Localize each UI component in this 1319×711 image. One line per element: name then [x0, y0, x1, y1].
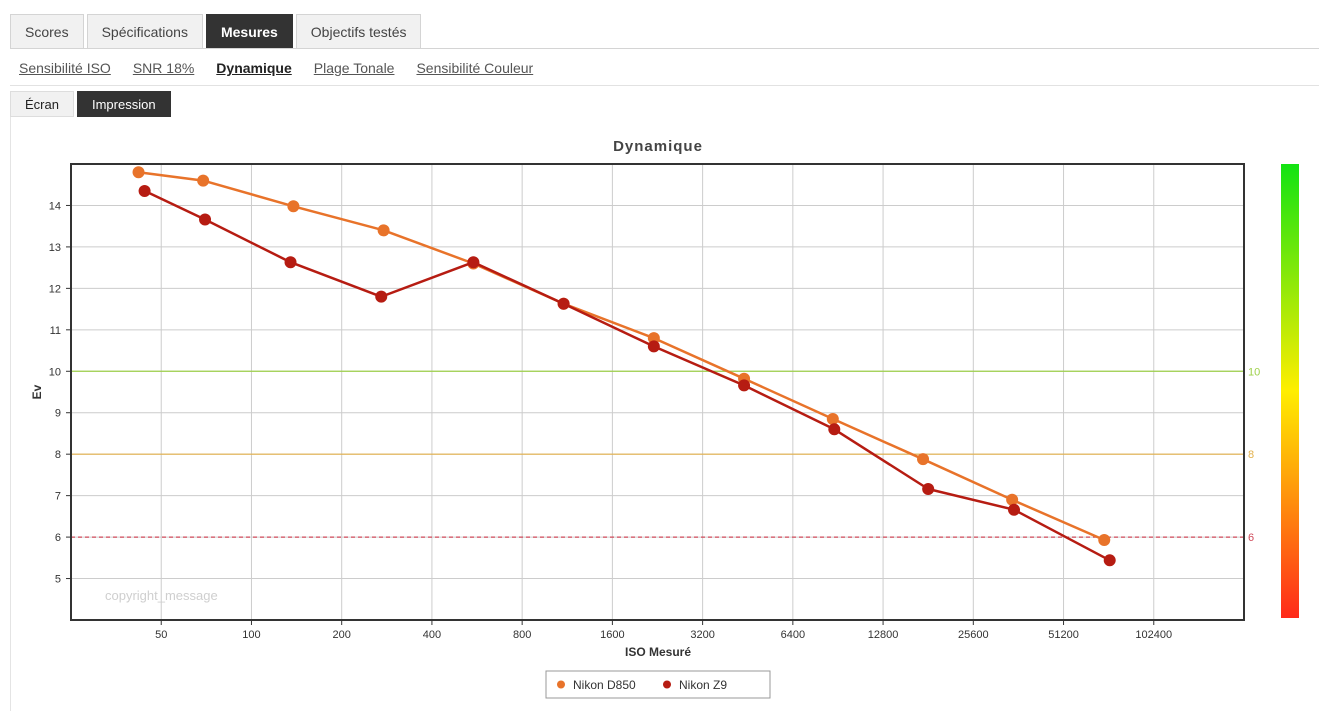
tab-mesures[interactable]: Mesures — [205, 14, 293, 48]
data-point[interactable] — [375, 290, 388, 303]
x-axis-ticks: 50 100 200 400 800 1600 3200 6400 12800 25600 5120… — [155, 620, 1172, 641]
reference-lines: 10 8 6 — [71, 366, 1260, 544]
legend-box — [545, 670, 771, 699]
data-point[interactable] — [287, 200, 300, 213]
color-scale-bar — [1281, 164, 1299, 618]
y-axis-label: Ev — [30, 384, 44, 399]
x-tick-label: 12800 — [868, 629, 899, 641]
y-tick-label: 5 — [55, 574, 61, 586]
y-tick-label: 11 — [50, 325, 61, 337]
main-tabs: Scores Spécifications Mesures Objectifs … — [10, 14, 422, 48]
data-point[interactable] — [199, 213, 212, 226]
chart-title: Dynamique — [613, 138, 703, 155]
x-tick-label: 200 — [333, 629, 351, 641]
data-point[interactable] — [922, 483, 935, 496]
legend-marker-z9 — [663, 680, 671, 689]
y-axis-ticks: 5 6 7 8 9 10 11 12 13 14 — [49, 200, 71, 586]
legend-label-z9[interactable]: Nikon Z9 — [679, 678, 727, 692]
data-point[interactable] — [132, 166, 145, 179]
y-tick-label: 7 — [55, 491, 61, 503]
data-point[interactable] — [197, 174, 210, 187]
y-tick-label: 13 — [49, 242, 61, 254]
data-point[interactable] — [647, 340, 660, 353]
tab-objectifs-testes[interactable]: Objectifs testés — [295, 14, 422, 48]
data-point[interactable] — [557, 297, 570, 310]
subnav-plage-tonale[interactable]: Plage Tonale — [313, 60, 395, 76]
data-point[interactable] — [1103, 554, 1116, 567]
toggle-ecran-button[interactable]: Écran — [10, 91, 74, 117]
series-line-0 — [138, 171, 1105, 542]
data-point[interactable] — [377, 224, 390, 237]
legend-marker-d850 — [557, 680, 565, 689]
subnav-sensibilite-couleur[interactable]: Sensibilité Couleur — [416, 60, 534, 76]
data-point[interactable] — [1008, 503, 1021, 516]
x-tick-label: 400 — [423, 629, 441, 641]
data-point[interactable] — [738, 379, 751, 392]
legend-label-d850[interactable]: Nikon D850 — [573, 678, 636, 692]
legend: Nikon D850 Nikon Z9 — [545, 670, 771, 699]
data-point[interactable] — [1006, 493, 1019, 506]
x-tick-label: 51200 — [1048, 629, 1079, 641]
data-point[interactable] — [1098, 533, 1111, 546]
reference-line-label: 8 — [1248, 449, 1254, 461]
x-tick-label: 25600 — [958, 629, 989, 641]
reference-line-label: 6 — [1248, 532, 1254, 544]
plot-area-border — [70, 163, 1245, 621]
x-tick-label: 800 — [513, 629, 531, 641]
tab-scores[interactable]: Scores — [10, 14, 84, 48]
data-point[interactable] — [138, 184, 151, 197]
view-toggle: Écran Impression — [10, 91, 171, 117]
measure-subnav: Sensibilité ISO SNR 18% Dynamique Plage … — [19, 60, 533, 76]
series-line-1 — [144, 189, 1111, 562]
x-tick-label: 100 — [242, 629, 260, 641]
x-tick-label: 3200 — [690, 629, 714, 641]
y-tick-label: 9 — [55, 408, 61, 420]
x-tick-label: 1600 — [600, 629, 624, 641]
chart-panel — [10, 117, 1319, 711]
tab-specifications[interactable]: Spécifications — [86, 14, 203, 48]
series-layer — [132, 166, 1116, 567]
reference-line-label: 10 — [1248, 366, 1260, 378]
x-axis-label: ISO Mesuré — [625, 645, 691, 659]
subnav-snr-18[interactable]: SNR 18% — [132, 60, 195, 76]
subnav-sensibilite-iso[interactable]: Sensibilité ISO — [19, 60, 111, 76]
y-tick-label: 8 — [55, 449, 61, 461]
subnav-dynamique[interactable]: Dynamique — [216, 60, 292, 76]
data-point[interactable] — [467, 256, 480, 269]
data-point[interactable] — [647, 332, 660, 345]
watermark: copyright_message — [105, 588, 218, 603]
x-tick-label: 50 — [155, 629, 167, 641]
y-tick-label: 6 — [55, 532, 61, 544]
data-point[interactable] — [917, 453, 930, 466]
subnav-divider — [10, 85, 1319, 86]
grid — [71, 164, 1244, 620]
data-point[interactable] — [284, 256, 297, 269]
y-tick-label: 12 — [49, 283, 61, 295]
y-tick-label: 10 — [49, 366, 61, 378]
x-tick-label: 6400 — [781, 629, 805, 641]
x-tick-label: 102400 — [1135, 629, 1172, 641]
toggle-impression-button[interactable]: Impression — [76, 91, 171, 117]
data-point[interactable] — [828, 423, 841, 436]
tabs-divider — [10, 48, 1319, 49]
y-tick-label: 14 — [49, 200, 61, 212]
data-point[interactable] — [826, 412, 839, 425]
